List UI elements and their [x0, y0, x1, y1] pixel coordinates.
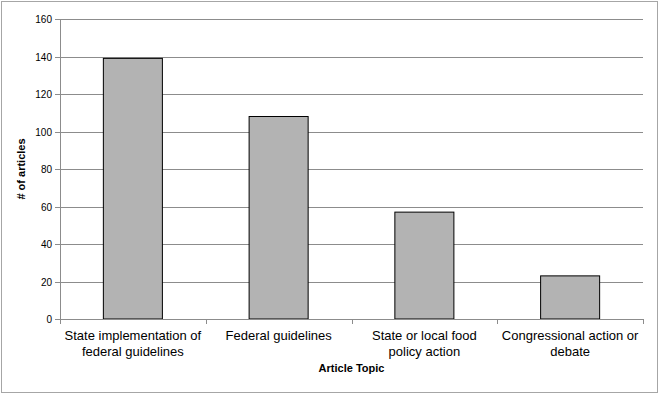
label-line: Federal guidelines: [226, 328, 333, 343]
x-tick: [206, 319, 207, 324]
bar: [103, 58, 162, 319]
y-tick: [55, 169, 60, 170]
label-line: federal guidelines: [82, 344, 184, 359]
label-line: debate: [550, 344, 590, 359]
bar: [395, 212, 454, 319]
x-tick: [60, 319, 61, 324]
x-tick-label: Federal guidelines: [226, 328, 333, 343]
x-tick: [497, 319, 498, 324]
y-tick-label: 120: [35, 89, 52, 100]
bar: [249, 117, 308, 320]
y-tick-label: 140: [35, 52, 52, 63]
label-line: State or local food: [372, 328, 477, 343]
x-axis: [60, 319, 643, 320]
x-tick: [643, 319, 644, 324]
x-tick-label: State implementation offederal guideline…: [65, 328, 202, 359]
x-axis-title: Article Topic: [319, 362, 385, 374]
y-axis: [60, 19, 61, 319]
y-tick: [55, 319, 60, 320]
y-tick: [55, 19, 60, 20]
y-axis-title: # of articles: [15, 138, 27, 199]
bar: [541, 276, 600, 319]
y-tick-label: 60: [41, 202, 53, 213]
y-tick: [55, 57, 60, 58]
y-tick: [55, 94, 60, 95]
y-tick-label: 40: [41, 239, 53, 250]
x-tick-label: State or local foodpolicy action: [372, 328, 477, 359]
label-line: policy action: [389, 344, 461, 359]
x-tick: [352, 319, 353, 324]
y-tick: [55, 244, 60, 245]
y-tick-label: 20: [41, 277, 53, 288]
label-line: State implementation of: [65, 328, 202, 343]
chart: 0 20 40 60 80 100 120 140 160 State implementatio…: [0, 0, 659, 394]
grid-line: [60, 319, 643, 320]
y-tick: [55, 282, 60, 283]
y-tick-label: 80: [41, 164, 53, 175]
y-tick: [55, 207, 60, 208]
label-line: Congressional action or: [502, 328, 639, 343]
bars: [103, 58, 599, 319]
grid-line: [60, 19, 643, 20]
y-tick-label: 0: [46, 314, 52, 325]
x-tick-label: Congressional action ordebate: [502, 328, 639, 359]
chart-border: [2, 2, 658, 393]
y-tick-label: 100: [35, 127, 52, 138]
y-tick-label: 160: [35, 14, 52, 25]
y-tick: [55, 132, 60, 133]
grid-line: [60, 57, 643, 58]
